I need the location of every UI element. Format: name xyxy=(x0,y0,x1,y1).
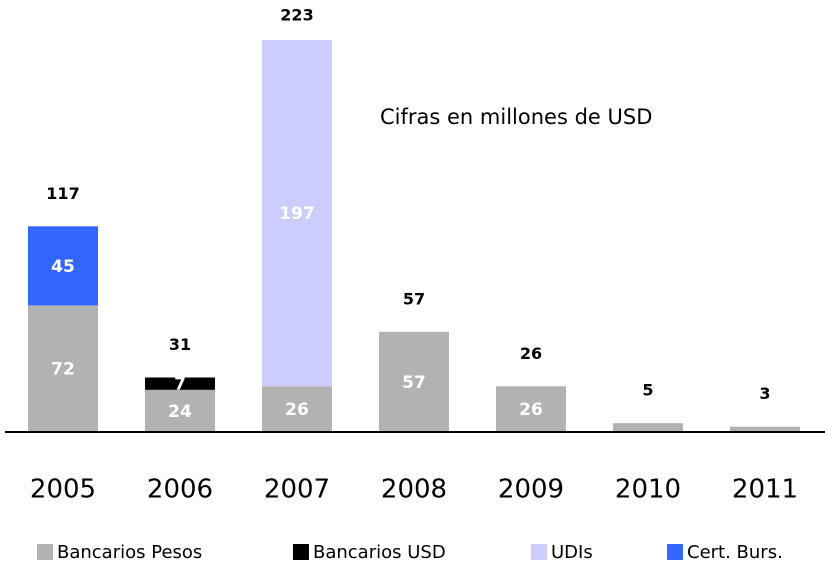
segment-label: 45 xyxy=(51,257,75,277)
legend-label: UDIs xyxy=(551,542,593,563)
x-tick-label: 2006 xyxy=(147,475,213,505)
bar-segment xyxy=(28,305,98,432)
x-tick-label: 2008 xyxy=(381,475,447,505)
total-label: 26 xyxy=(520,344,542,363)
bar-segment xyxy=(28,226,98,306)
legend-label: Bancarios USD xyxy=(313,542,446,563)
legend-label: Cert. Burs. xyxy=(687,542,783,563)
total-label: 223 xyxy=(280,6,313,25)
annotation: Cifras en millones de USD xyxy=(380,105,652,129)
total-label: 31 xyxy=(169,335,191,354)
segment-label: 197 xyxy=(279,204,315,224)
x-tick-label: 2011 xyxy=(732,475,798,505)
total-label: 5 xyxy=(642,381,653,400)
legend-label: Bancarios Pesos xyxy=(57,542,202,563)
total-label: 117 xyxy=(46,184,79,203)
segment-label: 72 xyxy=(51,360,75,380)
segment-label: 26 xyxy=(519,400,543,420)
x-tick-label: 2010 xyxy=(615,475,681,505)
x-tick-label: 2005 xyxy=(30,475,96,505)
segment-label: 57 xyxy=(402,373,426,393)
legend-swatch xyxy=(37,544,53,560)
legend-swatch xyxy=(667,544,683,560)
bar-segment xyxy=(379,331,449,432)
bar-segment xyxy=(145,389,215,432)
total-label: 57 xyxy=(403,289,425,308)
legend-swatch xyxy=(531,544,547,560)
bar-segment xyxy=(613,423,683,432)
segment-label: 7 xyxy=(174,375,186,395)
bar-segment xyxy=(262,386,332,432)
bar-segment xyxy=(145,377,215,390)
total-label: 3 xyxy=(759,384,770,403)
bar-segment xyxy=(496,386,566,432)
bar-segment xyxy=(730,426,800,432)
legend-swatch xyxy=(293,544,309,560)
x-tick-label: 2007 xyxy=(264,475,330,505)
x-tick-label: 2009 xyxy=(498,475,564,505)
segment-label: 26 xyxy=(285,400,309,420)
bar-segment xyxy=(262,40,332,387)
segment-label: 24 xyxy=(168,402,192,422)
